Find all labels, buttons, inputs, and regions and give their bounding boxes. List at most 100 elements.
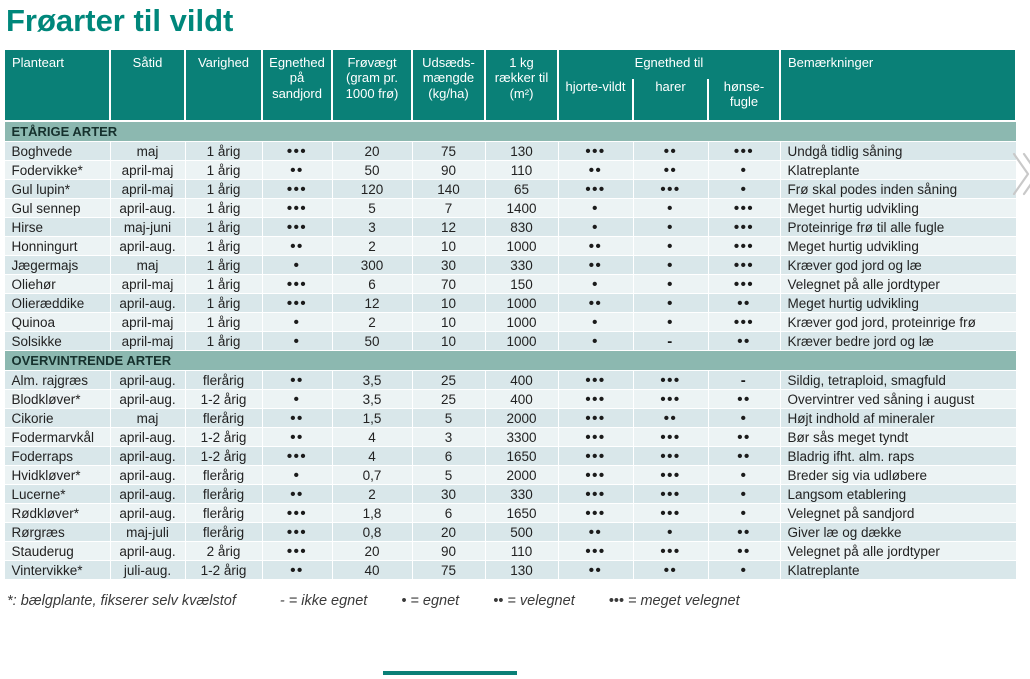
cell-honsefugle: •• <box>707 541 781 562</box>
cell-planteart: Alm. rajgræs <box>3 370 111 391</box>
cell-hjortevildt: •• <box>557 160 634 181</box>
cell-harer: ••• <box>632 541 709 562</box>
cell-bemaerkning: Langsom etablering <box>779 484 1017 505</box>
cell-varighed: 1 årig <box>184 141 263 162</box>
cell-planteart: Oliehør <box>3 274 111 295</box>
cell-frovaegt: 0,8 <box>331 522 413 543</box>
cell-hjortevildt: ••• <box>557 179 634 200</box>
cell-honsefugle: •• <box>707 331 781 352</box>
cell-varighed: flerårig <box>184 522 263 543</box>
table-row: Solsikke april-maj 1 årig • 50 10 1000 • - •• Kræv… <box>3 331 1017 352</box>
cell-bemaerkning: Bladrig ifht. alm. raps <box>779 446 1017 467</box>
cell-honsefugle: ••• <box>707 217 781 238</box>
cell-planteart: Foderraps <box>3 446 111 467</box>
cell-egnethed-sandjord: • <box>261 312 333 333</box>
cell-udsaedsmaengde: 10 <box>411 312 486 333</box>
cell-egnethed-sandjord: ••• <box>261 446 333 467</box>
cell-bemaerkning: Kræver god jord, proteinrige frø <box>779 312 1017 333</box>
legend-item-suited: • = egnet <box>401 593 460 610</box>
cell-varighed: 1-2 årig <box>184 560 263 581</box>
cell-frovaegt: 6 <box>331 274 413 295</box>
cell-egnethed-sandjord: ••• <box>261 503 333 524</box>
cell-frovaegt: 2 <box>331 236 413 257</box>
cell-bemaerkning: Velegnet på alle jordtyper <box>779 274 1017 295</box>
cell-saatid: maj <box>109 255 186 276</box>
cell-egnethed-sandjord: •• <box>261 560 333 581</box>
cell-egnethed-sandjord: • <box>261 255 333 276</box>
cell-varighed: 1 årig <box>184 331 263 352</box>
cell-saatid: juli-aug. <box>109 560 186 581</box>
cell-saatid: april-aug. <box>109 446 186 467</box>
cell-saatid: maj-juli <box>109 522 186 543</box>
cell-raekker: 1000 <box>484 331 559 352</box>
table-row: Boghvede maj 1 årig ••• 20 75 130 ••• •• ••• Undgå… <box>3 141 1017 162</box>
cell-varighed: 1 årig <box>184 160 263 181</box>
cell-saatid: april-aug. <box>109 503 186 524</box>
cell-saatid: maj <box>109 141 186 162</box>
seed-species-table: Planteart Såtid Varighed Egnethed på san… <box>3 48 1017 581</box>
table-row: Rødkløver* april-aug. flerårig ••• 1,8 6 1650 •… <box>3 503 1017 524</box>
header-hjortevildt: hjorte-vildt <box>557 79 634 123</box>
table-row: Stauderug april-aug. 2 årig ••• 20 90 110 ••• ••… <box>3 541 1017 562</box>
cell-planteart: Gul lupin* <box>3 179 111 200</box>
cell-udsaedsmaengde: 30 <box>411 255 486 276</box>
cell-bemaerkning: Kræver bedre jord og læ <box>779 331 1017 352</box>
cell-harer: •• <box>632 160 709 181</box>
cell-saatid: april-aug. <box>109 541 186 562</box>
cell-hjortevildt: ••• <box>557 370 634 391</box>
cell-frovaegt: 20 <box>331 541 413 562</box>
header-frovaegt: Frøvægt (gram pr. 1000 frø) <box>331 48 413 123</box>
cell-bemaerkning: Meget hurtig udvikling <box>779 198 1017 219</box>
cell-planteart: Vintervikke* <box>3 560 111 581</box>
cell-frovaegt: 2 <box>331 312 413 333</box>
cell-egnethed-sandjord: ••• <box>261 293 333 314</box>
cell-raekker: 1000 <box>484 236 559 257</box>
cell-saatid: april-aug. <box>109 370 186 391</box>
cell-egnethed-sandjord: ••• <box>261 522 333 543</box>
table-row: Fodervikke* april-maj 1 årig •• 50 90 110 •• •• •… <box>3 160 1017 181</box>
cell-hjortevildt: ••• <box>557 389 634 410</box>
cell-saatid: maj-juni <box>109 217 186 238</box>
cell-honsefugle: •• <box>707 522 781 543</box>
legend-item-well-suited: •• = velegnet <box>493 593 575 610</box>
cell-planteart: Blodkløver* <box>3 389 111 410</box>
cell-egnethed-sandjord: •• <box>261 160 333 181</box>
cell-planteart: Honningurt <box>3 236 111 257</box>
cell-bemaerkning: Bør sås meget tyndt <box>779 427 1017 448</box>
cell-bemaerkning: Kræver god jord og læ <box>779 255 1017 276</box>
cell-harer: ••• <box>632 427 709 448</box>
cell-egnethed-sandjord: •• <box>261 408 333 429</box>
cell-raekker: 150 <box>484 274 559 295</box>
cell-saatid: april-aug. <box>109 389 186 410</box>
cell-bemaerkning: Velegnet på alle jordtyper <box>779 541 1017 562</box>
cell-udsaedsmaengde: 140 <box>411 179 486 200</box>
cell-frovaegt: 50 <box>331 331 413 352</box>
cell-honsefugle: ••• <box>707 312 781 333</box>
cell-harer: • <box>632 312 709 333</box>
table-row: Foderraps april-aug. 1-2 årig ••• 4 6 1650 ••• •… <box>3 446 1017 467</box>
section-header-label: ETÅRIGE ARTER <box>3 120 1017 143</box>
cell-planteart: Fodervikke* <box>3 160 111 181</box>
cell-udsaedsmaengde: 75 <box>411 141 486 162</box>
cell-honsefugle: ••• <box>707 255 781 276</box>
table-row: Jægermajs maj 1 årig • 300 30 330 •• • ••• Kræver … <box>3 255 1017 276</box>
cell-varighed: 1 årig <box>184 255 263 276</box>
cell-hjortevildt: • <box>557 274 634 295</box>
cell-udsaedsmaengde: 75 <box>411 560 486 581</box>
cell-bemaerkning: Giver læ og dække <box>779 522 1017 543</box>
cell-hjortevildt: • <box>557 198 634 219</box>
cell-varighed: 1-2 årig <box>184 427 263 448</box>
cell-raekker: 400 <box>484 389 559 410</box>
cell-harer: • <box>632 255 709 276</box>
page-edge-chevron-icon[interactable] <box>1012 150 1030 202</box>
cell-honsefugle: • <box>707 465 781 486</box>
legend-item-very-well-suited: ••• = meget velegnet <box>608 593 740 610</box>
cell-frovaegt: 12 <box>331 293 413 314</box>
cell-planteart: Stauderug <box>3 541 111 562</box>
section-row: ETÅRIGE ARTER <box>3 120 1017 143</box>
cell-hjortevildt: ••• <box>557 541 634 562</box>
cell-frovaegt: 1,8 <box>331 503 413 524</box>
cell-harer: •• <box>632 141 709 162</box>
cell-bemaerkning: Klatreplante <box>779 160 1017 181</box>
cell-raekker: 3300 <box>484 427 559 448</box>
